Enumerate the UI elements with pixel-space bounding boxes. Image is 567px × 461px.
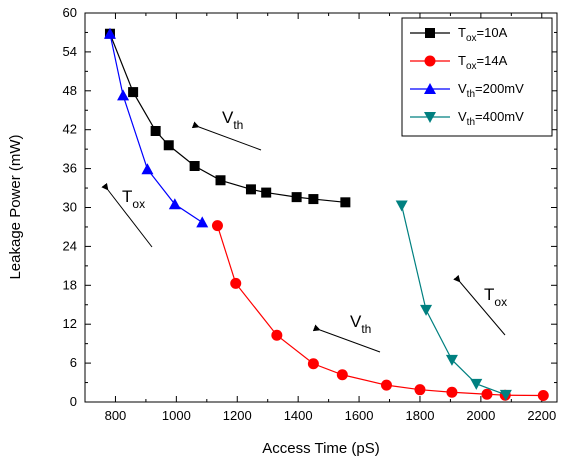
x-tick-label: 2000 bbox=[466, 408, 495, 423]
x-tick-label: 800 bbox=[105, 408, 127, 423]
y-tick-label: 18 bbox=[63, 277, 77, 292]
data-point bbox=[211, 220, 223, 232]
series-3 bbox=[395, 200, 512, 401]
data-point bbox=[481, 388, 493, 400]
arrow-vth-top bbox=[191, 121, 262, 151]
arrow-tox-left bbox=[101, 182, 153, 248]
data-point bbox=[215, 175, 226, 186]
data-point bbox=[117, 89, 130, 101]
data-point bbox=[291, 192, 302, 203]
data-point bbox=[168, 198, 181, 210]
legend-marker bbox=[425, 28, 435, 38]
legend-marker bbox=[424, 55, 436, 67]
x-tick-label: 1000 bbox=[162, 408, 191, 423]
data-point bbox=[261, 187, 272, 198]
data-point bbox=[271, 329, 283, 341]
data-point bbox=[245, 184, 256, 195]
series-line bbox=[216, 225, 544, 397]
data-point bbox=[380, 379, 392, 391]
x-tick-label: 1400 bbox=[284, 408, 313, 423]
data-point bbox=[537, 390, 549, 402]
data-point bbox=[150, 125, 161, 136]
y-tick-label: 36 bbox=[63, 161, 77, 176]
data-point bbox=[340, 197, 351, 208]
series-2 bbox=[103, 27, 209, 228]
legend-label: Tox=14A bbox=[458, 53, 508, 72]
x-tick-label: 1800 bbox=[406, 408, 435, 423]
data-point bbox=[395, 200, 408, 212]
data-point bbox=[128, 87, 139, 98]
data-point bbox=[336, 369, 348, 381]
data-point bbox=[414, 384, 426, 396]
annotation-tox-right: Tox bbox=[484, 285, 507, 309]
legend-label: Tox=10A bbox=[458, 25, 508, 44]
series-1 bbox=[211, 220, 549, 402]
data-point bbox=[230, 277, 242, 289]
data-point bbox=[141, 163, 154, 175]
x-tick-label: 2200 bbox=[527, 408, 556, 423]
data-point bbox=[308, 194, 319, 205]
x-tick-label: 1600 bbox=[345, 408, 374, 423]
arrow-vth-mid bbox=[312, 324, 381, 353]
x-tick-label: 1200 bbox=[223, 408, 252, 423]
data-point bbox=[163, 140, 174, 151]
y-tick-label: 12 bbox=[63, 316, 77, 331]
y-tick-label: 30 bbox=[63, 200, 77, 215]
y-tick-label: 60 bbox=[63, 5, 77, 20]
series-0 bbox=[104, 28, 351, 208]
data-point bbox=[445, 354, 458, 366]
data-point bbox=[446, 386, 458, 398]
annotation-vth-top: Vth bbox=[222, 108, 243, 132]
y-axis: 0 6 12 18 24 30 36 42 48 54 60 bbox=[63, 5, 557, 409]
arrow-tox-right bbox=[453, 274, 506, 336]
y-axis-title: Leakage Power (mW) bbox=[7, 134, 24, 279]
legend-marker bbox=[424, 112, 436, 123]
annotations: Vth Tox Vth Tox bbox=[101, 108, 507, 353]
y-tick-label: 24 bbox=[63, 238, 77, 253]
data-point bbox=[499, 389, 512, 401]
y-tick-label: 54 bbox=[63, 44, 77, 59]
y-tick-label: 6 bbox=[70, 355, 77, 370]
data-point bbox=[420, 304, 433, 316]
x-axis-title: Access Time (pS) bbox=[262, 440, 380, 457]
data-point bbox=[189, 161, 200, 172]
legend-label: Vth=200mV bbox=[458, 81, 524, 100]
legend-label: Vth=400mV bbox=[458, 109, 524, 128]
annotation-tox-left: Tox bbox=[122, 187, 145, 211]
legend-marker bbox=[424, 83, 436, 94]
data-point bbox=[307, 358, 319, 370]
data-point bbox=[103, 27, 116, 39]
annotation-vth-mid: Vth bbox=[350, 312, 371, 336]
series-layer bbox=[103, 27, 549, 402]
y-tick-label: 42 bbox=[63, 122, 77, 137]
y-tick-label: 48 bbox=[63, 83, 77, 98]
x-axis: 800 1000 1200 1400 1600 1800 2000 2200 bbox=[84, 13, 556, 423]
y-tick-label: 0 bbox=[70, 394, 77, 409]
legend: Tox=10A Tox=14A Vth=200mV Vth=400mV bbox=[401, 17, 553, 137]
data-point bbox=[196, 216, 209, 228]
data-point bbox=[470, 378, 483, 390]
